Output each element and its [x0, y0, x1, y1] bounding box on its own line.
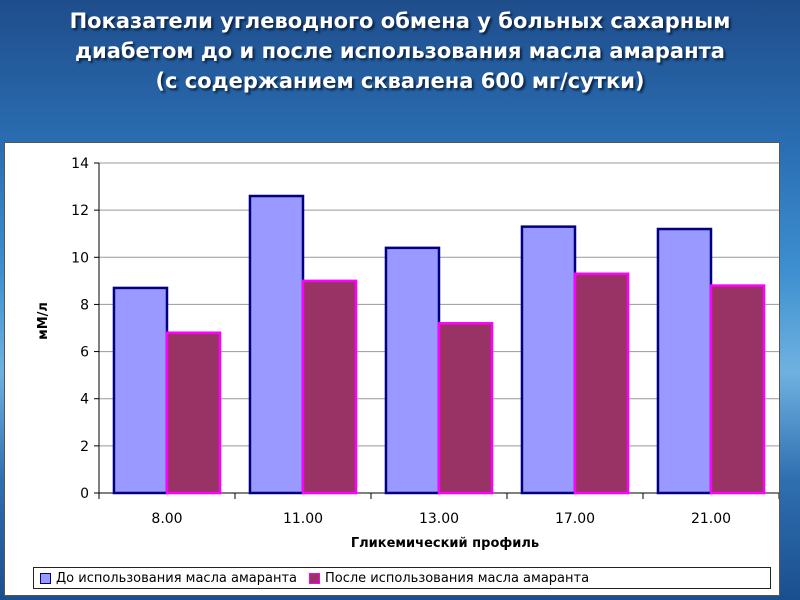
- bar-after: [165, 331, 222, 495]
- slide-title: Показатели углеводного обмена у больных …: [0, 6, 800, 96]
- bars: [112, 194, 766, 495]
- title-line: (с содержанием сквалена 600 мг/сутки): [155, 69, 645, 93]
- x-tick-label: 17.00: [555, 511, 595, 527]
- y-axis-label: мМ/л: [36, 302, 51, 340]
- y-tick-label: 12: [71, 203, 89, 219]
- legend: До использования масла амаранта После ис…: [33, 567, 771, 589]
- legend-item-after: После использования масла амаранта: [308, 570, 590, 586]
- legend-label: После использования масла амаранта: [324, 570, 590, 586]
- bar-after: [301, 279, 358, 495]
- title-line: Показатели углеводного обмена у больных …: [69, 9, 731, 33]
- bar-before: [520, 225, 577, 495]
- bar-chart: 0 2 4 6 8 10 12 14 8.00 11.00 13.00 17.00 21.00 Гли…: [36, 156, 779, 551]
- legend-swatch: [308, 572, 320, 584]
- x-tick-label: 13.00: [419, 511, 459, 527]
- bar-before: [384, 246, 441, 495]
- x-tick-label: 11.00: [283, 511, 323, 527]
- y-tick-label: 10: [71, 250, 89, 266]
- bar-after: [709, 284, 766, 495]
- x-tick-label: 8.00: [151, 511, 182, 527]
- bar-after: [437, 322, 494, 495]
- bar-before: [112, 286, 169, 495]
- y-tick-label: 0: [80, 486, 89, 502]
- legend-item-before: До использования масла амаранта: [40, 571, 297, 586]
- x-axis-ticks: 8.00 11.00 13.00 17.00 21.00: [98, 493, 779, 527]
- y-tick-label: 6: [80, 345, 89, 361]
- legend-label: До использования масла амаранта: [56, 570, 297, 586]
- x-tick-label: 21.00: [691, 511, 731, 527]
- x-axis-label: Гликемический профиль: [351, 536, 539, 551]
- y-tick-label: 4: [80, 392, 89, 408]
- y-axis-ticks: 0 2 4 6 8 10 12 14: [71, 156, 100, 502]
- bar-before: [248, 194, 305, 495]
- bar-after: [573, 272, 630, 495]
- title-line: диабетом до и после использования масла …: [75, 39, 725, 63]
- bar-before: [656, 227, 713, 495]
- legend-swatch: [40, 572, 51, 584]
- y-tick-label: 2: [80, 439, 89, 455]
- chart-panel: 0 2 4 6 8 10 12 14 8.00 11.00 13.00 17.00 21.00 Гли…: [4, 142, 780, 596]
- y-tick-label: 8: [80, 297, 89, 313]
- y-tick-label: 14: [71, 156, 89, 172]
